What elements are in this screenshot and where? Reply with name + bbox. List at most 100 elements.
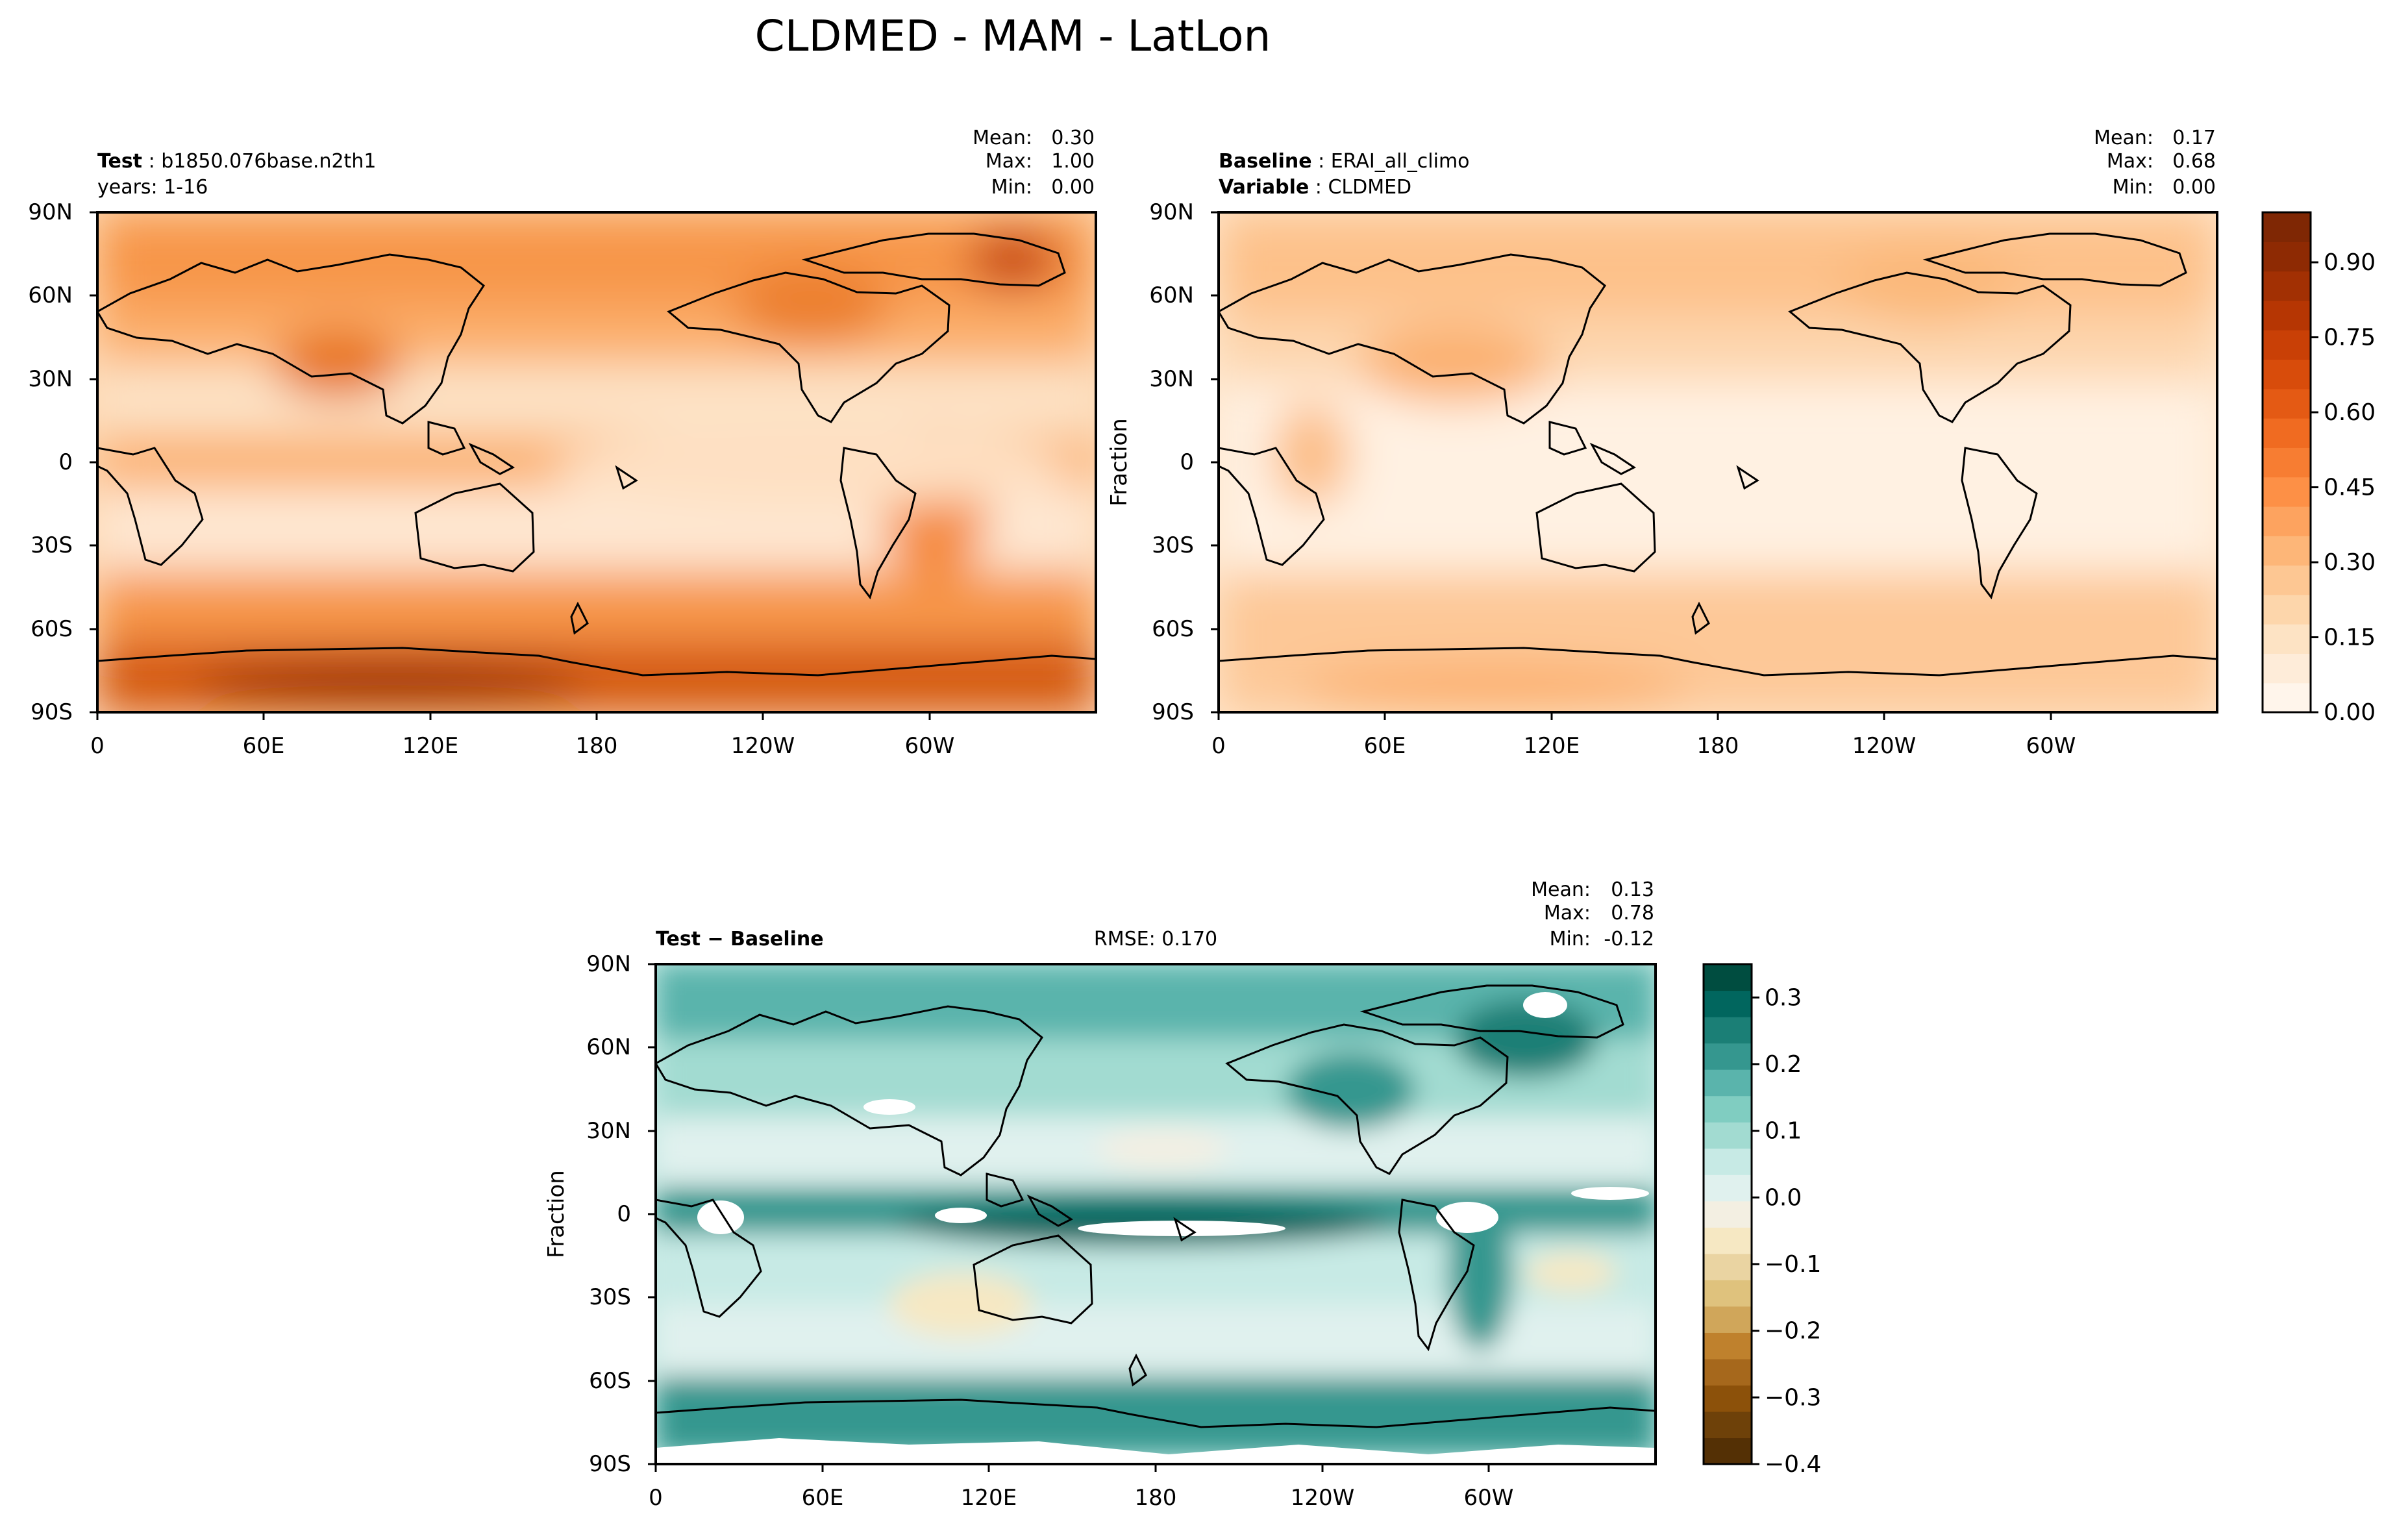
colorbar-segment [2263, 330, 2311, 360]
colorbar-tick-label: 0.3 [1765, 984, 1802, 1011]
panel-diff-map [656, 964, 1656, 1464]
ytick-label: 90S [589, 1451, 631, 1477]
colorbar-segment [1704, 1148, 1752, 1175]
stat-mean-value: 0.17 [2172, 127, 2216, 149]
stat-mean-value: 0.13 [1611, 878, 1654, 901]
panel-diff-rmse: RMSE: 0.170 [1094, 928, 1217, 951]
colorbar-tick-label: 0.0 [1765, 1184, 1802, 1211]
xtick-label: 60E [243, 733, 285, 759]
colorbar-segment [1704, 1200, 1752, 1228]
stat-min-value: 0.00 [1051, 176, 1095, 199]
colorbar-tick-label: 0.75 [2324, 325, 2376, 351]
panel-baseline: Baseline : ERAI_all_climo Variable : CLD… [1106, 127, 2218, 759]
ytick-label: 0 [1180, 449, 1194, 475]
colorbar-tick-label: −0.2 [1765, 1318, 1821, 1345]
panel-baseline-variable: Variable : CLDMED [1219, 176, 1411, 199]
colorbar-segment [1704, 1280, 1752, 1307]
colorbar-tick-label: 0.45 [2324, 475, 2376, 501]
colorbar-segment [1704, 1122, 1752, 1149]
panel-diff-label-key: Test − Baseline [656, 928, 824, 951]
colorbar-segment [1704, 1095, 1752, 1123]
ytick-label: 90N [1149, 199, 1194, 225]
colorbar-segment [1704, 1253, 1752, 1280]
colorbar-segment [1704, 1411, 1752, 1439]
xtick-label: 120W [1291, 1485, 1355, 1511]
panel-baseline-ylabel: Fraction [1106, 418, 1132, 506]
colorbar-segment [1704, 1306, 1752, 1333]
colorbar-segment [2263, 447, 2311, 478]
ytick-label: 0 [617, 1201, 631, 1227]
ytick-label: 30N [1149, 366, 1194, 392]
colorbar-segment [2263, 624, 2311, 654]
colorbar-difference: −0.4 −0.3 −0.2 −0.1 0.0 0.1 0.2 0.3 [1702, 963, 1821, 1478]
panel-diff: Test − Baseline RMSE: 0.170 Mean: 0.13 M… [543, 878, 1657, 1511]
colorbar-tick-label: 0.60 [2324, 399, 2376, 426]
ytick-label: 30N [586, 1118, 631, 1144]
ytick-label: 30S [589, 1284, 631, 1310]
colorbar-segment [1704, 1017, 1752, 1044]
xtick-label: 120E [1524, 733, 1580, 759]
stat-max-label: Max: [1544, 902, 1591, 925]
colorbar-segment [2263, 271, 2311, 301]
colorbar-tick-label: 0.2 [1765, 1051, 1802, 1078]
colorbar-tick-label: 0.90 [2324, 249, 2376, 276]
panel-diff-ticks [648, 963, 1490, 1472]
colorbar-tick-label: 0.1 [1765, 1118, 1802, 1145]
ytick-label: 60S [1152, 616, 1194, 642]
stat-mean-label: Mean: [1531, 878, 1591, 901]
colorbar-tick-label: 0.30 [2324, 549, 2376, 576]
stat-min-value: 0.00 [2172, 176, 2216, 199]
ytick-label: 90N [28, 199, 73, 225]
colorbar-segment [1704, 1437, 1752, 1465]
colorbar-segment [2263, 594, 2311, 625]
colorbar-segment [2263, 653, 2311, 684]
ytick-label: 90S [31, 699, 73, 725]
map-field-test [97, 212, 1096, 712]
colorbar-segment [1704, 990, 1752, 1017]
panel-baseline-variable-value: CLDMED [1328, 176, 1411, 199]
panel-baseline-variable-key: Variable [1219, 176, 1309, 199]
coastlines-diff [656, 984, 1655, 1428]
ytick-label: 60S [589, 1368, 631, 1394]
ytick-label: 90N [586, 951, 631, 977]
coastlines-baseline [1219, 232, 2217, 677]
ytick-label: 30S [31, 532, 73, 558]
colorbar-tick-label: −0.4 [1765, 1451, 1821, 1478]
colorbar-segment [2263, 418, 2311, 448]
xtick-label: 120W [1852, 733, 1917, 759]
xtick-label: 60E [1364, 733, 1406, 759]
colorbar-segment [2263, 506, 2311, 536]
ytick-label: 60N [1149, 282, 1194, 308]
stat-mean-value: 0.30 [1051, 127, 1095, 149]
stat-min-label: Min: [2113, 176, 2154, 199]
colorbar-frame [2261, 211, 2312, 714]
ytick-label: 60N [28, 282, 73, 308]
stat-min-value: -0.12 [1604, 928, 1654, 951]
stat-mean-label: Mean: [2094, 127, 2154, 149]
panel-baseline-xaxis: 0 60E 120E 180 120W 60W [1211, 733, 2076, 759]
xtick-label: 180 [1135, 1485, 1177, 1511]
panel-diff-xaxis: 0 60E 120E 180 120W 60W [649, 1485, 1513, 1511]
colorbar-tick-label: −0.1 [1765, 1251, 1821, 1278]
colorbar-segment [1704, 1043, 1752, 1070]
map-field-baseline [1219, 212, 2217, 712]
colorbar-segment [2263, 565, 2311, 595]
panel-test-years: years: 1-16 [97, 176, 208, 199]
colorbar-tick-label: −0.3 [1765, 1384, 1821, 1411]
panel-baseline-ticks [1211, 211, 2052, 720]
xtick-label: 180 [1697, 733, 1739, 759]
panel-baseline-label-sep: : [1312, 150, 1331, 173]
stat-min-label: Min: [1550, 928, 1591, 951]
xtick-label: 0 [1211, 733, 1226, 759]
panel-test-label-sep: : [142, 150, 161, 173]
colorbar-segment [2263, 212, 2311, 242]
panel-baseline-yaxis: 90N 60N 30N 0 30S 60S 90S [1149, 199, 1194, 725]
panel-diff-ylabel: Fraction [543, 1170, 569, 1258]
xtick-label: 0 [649, 1485, 663, 1511]
colorbar-segment [1704, 1332, 1752, 1360]
panel-test-map [97, 212, 1096, 712]
colorbar-segment [2263, 242, 2311, 272]
ytick-label: 60N [586, 1034, 631, 1060]
colorbar-segment [1704, 1385, 1752, 1412]
